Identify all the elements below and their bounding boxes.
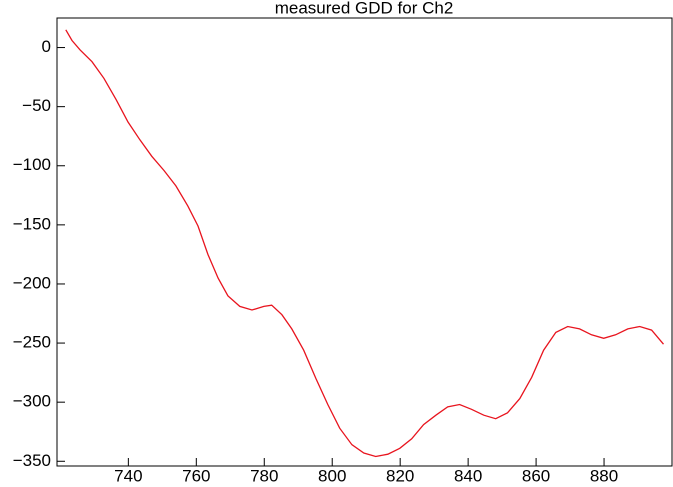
x-tick-label: 800 (318, 466, 346, 485)
y-tick-label: −300 (13, 392, 51, 411)
y-tick-label: −250 (13, 333, 51, 352)
data-line (65, 29, 664, 458)
plot-frame (56, 17, 673, 467)
chart-title: measured GDD for Ch2 (275, 0, 454, 17)
x-tick-label: 760 (182, 466, 210, 485)
x-tick-label: 880 (590, 466, 618, 485)
y-tick-label: −150 (13, 214, 51, 233)
y-tick-label: −200 (13, 273, 51, 292)
y-tick-label: −350 (13, 451, 51, 470)
y-tick-label: −50 (22, 96, 51, 115)
y-tick-label: 0 (42, 37, 51, 56)
x-tick-label: 820 (386, 466, 414, 485)
x-tick-label: 840 (454, 466, 482, 485)
x-tick-label: 860 (522, 466, 550, 485)
x-tick-label: 740 (114, 466, 142, 485)
y-tick-label: −100 (13, 155, 51, 174)
x-tick-label: 780 (250, 466, 278, 485)
